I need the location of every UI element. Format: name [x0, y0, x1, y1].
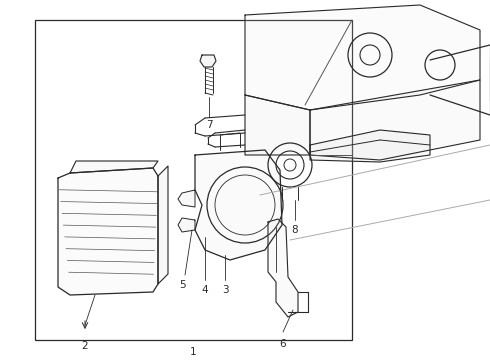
Polygon shape [310, 130, 430, 162]
Polygon shape [178, 190, 195, 207]
Text: 3: 3 [221, 285, 228, 295]
Polygon shape [310, 80, 480, 160]
Text: 4: 4 [202, 285, 208, 295]
Text: 7: 7 [206, 120, 212, 130]
Text: 8: 8 [292, 225, 298, 235]
Polygon shape [178, 218, 195, 232]
Polygon shape [158, 166, 168, 284]
Text: 6: 6 [280, 339, 286, 349]
Bar [35, 20, 352, 340]
Polygon shape [58, 168, 158, 295]
Polygon shape [245, 5, 480, 110]
Text: 5: 5 [179, 280, 185, 290]
Text: 1: 1 [190, 347, 197, 357]
Polygon shape [195, 150, 282, 260]
Polygon shape [245, 95, 310, 155]
Polygon shape [200, 55, 216, 67]
Polygon shape [268, 219, 298, 317]
Polygon shape [70, 161, 158, 173]
Text: 2: 2 [82, 341, 88, 351]
